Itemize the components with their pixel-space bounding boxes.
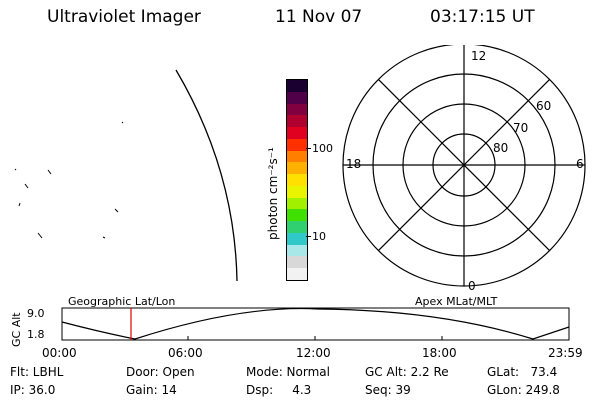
colorbar-unit-label: photon cm⁻²s⁻¹ bbox=[266, 147, 280, 240]
meridian-diagonal bbox=[377, 78, 551, 252]
colorbar-swatch bbox=[287, 221, 307, 233]
earth-limb-arc bbox=[175, 69, 238, 282]
colorbar-swatch bbox=[287, 185, 307, 198]
colorbar-swatch bbox=[287, 268, 307, 281]
colorbar-label: photon cm⁻²s⁻¹ bbox=[266, 147, 280, 240]
polar-plot: 12 18 6 0 60 70 80 bbox=[342, 45, 586, 293]
colorbar-swatch bbox=[287, 209, 307, 222]
ip-value: IP: 36.0 bbox=[10, 383, 56, 397]
altitude-curve bbox=[61, 308, 570, 340]
colorbar-swatch bbox=[287, 80, 307, 92]
time-tick-2359: 23:59 bbox=[548, 346, 583, 360]
colorbar-swatch bbox=[287, 103, 307, 116]
colorbar-swatch bbox=[287, 232, 307, 245]
timeline-frame bbox=[61, 307, 570, 341]
door-value: Door: Open bbox=[126, 365, 195, 379]
gc-alt-tick-1-8: 1.8 bbox=[27, 328, 45, 341]
colorbar-swatch bbox=[287, 127, 307, 139]
orbit-timeline bbox=[61, 307, 570, 341]
dsp-value: Dsp: 4.3 bbox=[246, 383, 312, 397]
colorbar-swatch bbox=[287, 197, 307, 210]
filter-value: Flt: LBHL bbox=[10, 365, 64, 379]
lat-label-60: 60 bbox=[536, 99, 551, 113]
mlt-label-12: 12 bbox=[471, 49, 486, 63]
glat-value: GLat: 73.4 bbox=[487, 365, 558, 379]
lat-label-80: 80 bbox=[493, 141, 508, 155]
instrument-title: Ultraviolet Imager bbox=[47, 7, 201, 27]
colorbar-swatch bbox=[287, 115, 307, 128]
gc-alt-value: GC Alt: 2.2 Re bbox=[365, 365, 449, 379]
colorbar bbox=[286, 79, 308, 281]
gc-alt-axis-title: GC Alt bbox=[10, 312, 23, 347]
apex-label: Apex MLat/MLT bbox=[415, 295, 498, 308]
lat-label-70: 70 bbox=[513, 121, 528, 135]
colorbar-tick-100: 100 bbox=[312, 142, 333, 155]
gc-alt-tick-9: 9.0 bbox=[27, 307, 45, 320]
glon-value: GLon: 249.8 bbox=[487, 383, 560, 397]
colorbar-tick-mark bbox=[306, 236, 311, 237]
geographic-image bbox=[14, 69, 238, 282]
time-label: 03:17:15 UT bbox=[430, 7, 535, 27]
time-tick-1800: 18:00 bbox=[422, 346, 457, 360]
time-tick-0000: 00:00 bbox=[42, 346, 77, 360]
colorbar-swatch bbox=[287, 138, 307, 151]
gc-alt-axis-title-wrap: GC Alt bbox=[10, 312, 23, 347]
colorbar-swatch bbox=[287, 91, 307, 104]
time-tick-1200: 12:00 bbox=[296, 346, 331, 360]
seq-value: Seq: 39 bbox=[365, 383, 411, 397]
mlt-label-0: 0 bbox=[468, 279, 476, 293]
colorbar-swatch bbox=[287, 162, 307, 175]
colorbar-swatch bbox=[287, 244, 307, 257]
mlt-label-18: 18 bbox=[346, 157, 361, 171]
colorbar-swatch bbox=[287, 256, 307, 269]
colorbar-swatch bbox=[287, 174, 307, 186]
time-tick-0600: 06:00 bbox=[168, 346, 203, 360]
colorbar-swatch bbox=[287, 150, 307, 163]
mode-value: Mode: Normal bbox=[246, 365, 330, 379]
colorbar-tick-10: 10 bbox=[312, 230, 326, 243]
mlt-label-6: 6 bbox=[576, 157, 584, 171]
date-label: 11 Nov 07 bbox=[275, 7, 363, 27]
colorbar-tick-mark bbox=[306, 148, 311, 149]
image-speckles bbox=[14, 121, 124, 239]
gain-value: Gain: 14 bbox=[126, 383, 177, 397]
geographic-label: Geographic Lat/Lon bbox=[68, 295, 176, 308]
